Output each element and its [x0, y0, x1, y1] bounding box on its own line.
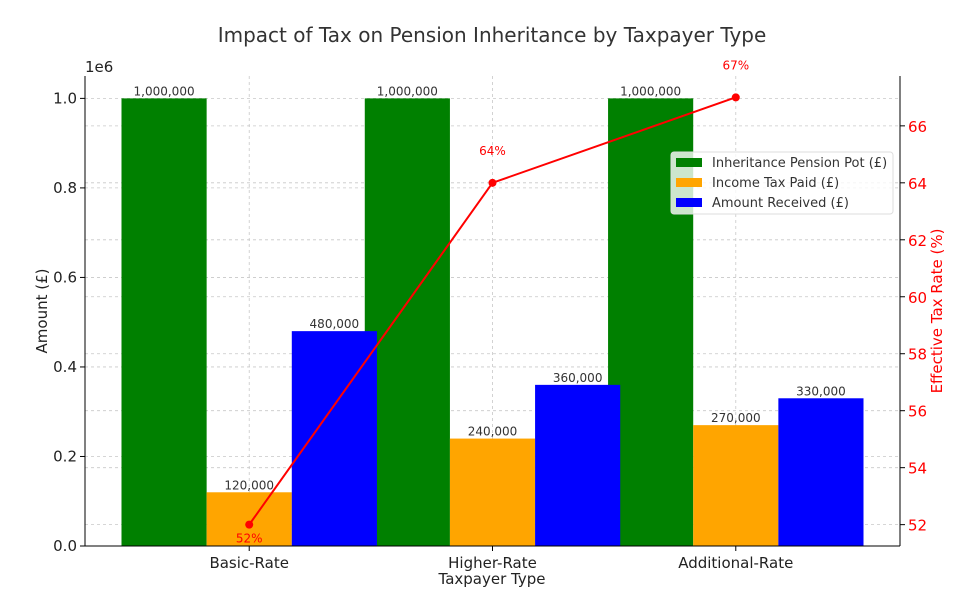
bar-value-label: 480,000	[310, 317, 360, 331]
legend-box	[670, 151, 894, 215]
bar-value-label: 1,000,000	[377, 84, 438, 98]
bar-value-label: 270,000	[711, 411, 761, 425]
tax-rate-label: 52%	[236, 532, 263, 546]
legend-label: Amount Received (£)	[712, 196, 849, 211]
chart-title: Impact of Tax on Pension Inheritance by …	[218, 23, 767, 47]
bar-labels: 1,000,000 1,000,000 1,000,000 120,000 240,00…	[134, 84, 846, 492]
tax-rate-point	[245, 520, 254, 529]
bar	[206, 492, 292, 546]
x-tick-label: Higher-Rate	[448, 554, 537, 572]
y2-tick-label: 60	[908, 289, 927, 307]
y2-tick-label: 58	[908, 346, 927, 364]
bar	[364, 98, 450, 546]
axes: 0.0 0.2 0.4 0.6 0.8 1.0 52 54 56 58 60 62 64 66 Basic-…	[53, 76, 927, 572]
legend-swatch	[676, 178, 702, 187]
tax-rate-label: 64%	[479, 144, 506, 158]
bar-value-label: 1,000,000	[134, 84, 195, 98]
y2-tick-label: 66	[908, 118, 927, 136]
tax-rate-point	[488, 178, 497, 187]
bar	[535, 384, 621, 546]
tax-rate-line: 52% 64% 67%	[236, 58, 749, 545]
bar	[449, 438, 536, 546]
bar	[778, 398, 864, 546]
y-tick-label: 0.6	[53, 268, 77, 286]
x-tick-label: Basic-Rate	[209, 554, 289, 572]
x-axis-label: Taxpayer Type	[438, 570, 546, 588]
tax-rate-label: 67%	[722, 58, 749, 72]
y2-tick-label: 56	[908, 403, 927, 421]
bar	[693, 425, 779, 546]
y-tick-label: 0.2	[53, 447, 77, 465]
bar-value-label: 330,000	[796, 384, 846, 398]
y2-tick-label: 52	[908, 517, 927, 535]
legend-label: Inheritance Pension Pot (£)	[712, 156, 887, 171]
y2-tick-label: 62	[908, 232, 927, 250]
y2-tick-label: 54	[908, 460, 927, 478]
legend: Inheritance Pension Pot (£) Income Tax Pa…	[670, 151, 894, 215]
legend-swatch	[676, 158, 702, 167]
tax-rate-point	[731, 93, 740, 102]
y-offset-label: 1e6	[85, 58, 113, 76]
legend-label: Income Tax Paid (£)	[712, 176, 839, 191]
bar	[121, 98, 207, 546]
bars	[121, 98, 864, 546]
y-tick-label: 1.0	[53, 89, 77, 107]
y2-axis-label: Effective Tax Rate (%)	[928, 229, 946, 394]
y-tick-label: 0.4	[53, 358, 77, 376]
bar-value-label: 120,000	[224, 478, 274, 492]
x-tick-label: Additional-Rate	[678, 554, 793, 572]
y-tick-label: 0.8	[53, 179, 77, 197]
y-tick-label: 0.0	[53, 537, 77, 555]
y-axis-label: Amount (£)	[33, 269, 51, 354]
bar-value-label: 240,000	[468, 425, 518, 439]
y2-tick-label: 64	[908, 175, 927, 193]
bar-value-label: 1,000,000	[620, 84, 681, 98]
bar	[291, 331, 377, 546]
bar-value-label: 360,000	[553, 371, 603, 385]
legend-swatch	[676, 198, 702, 207]
